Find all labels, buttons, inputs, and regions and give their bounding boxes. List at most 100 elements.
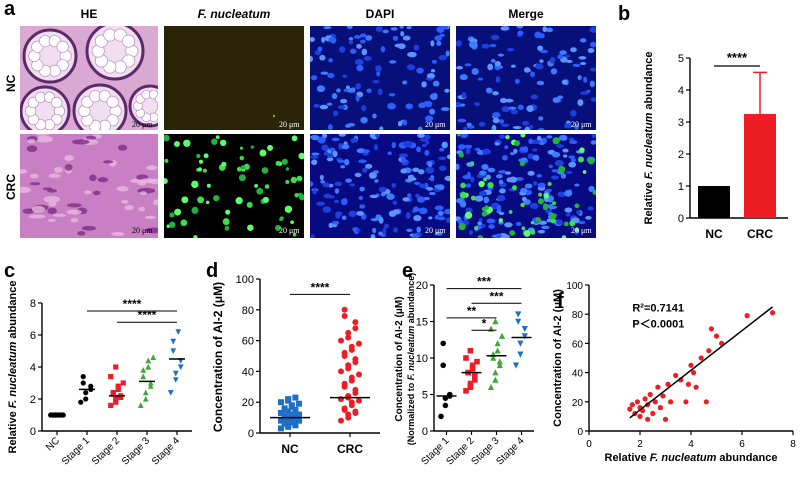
fn-signal: [174, 208, 182, 216]
data-point: [348, 374, 355, 381]
data-point: [706, 348, 712, 354]
panel-label: d: [206, 260, 218, 282]
nucleus: [361, 48, 368, 56]
nucleus: [478, 121, 486, 127]
y-tick-label: 8: [30, 298, 36, 310]
fn-signal: [587, 157, 595, 165]
nucleus: [356, 64, 364, 72]
x-tick-label: NC: [281, 442, 299, 456]
nucleus: [345, 178, 352, 183]
fn-signal: [197, 196, 205, 204]
nucleus: [519, 146, 526, 152]
nucleus: [341, 215, 347, 220]
nucleus: [530, 94, 538, 100]
y-tick-label: 10: [416, 353, 428, 365]
column-header-dapi: DAPI: [365, 7, 395, 21]
nucleus: [513, 148, 518, 154]
nucleus: [559, 50, 567, 55]
nucleus: [343, 158, 350, 166]
panel-label: f: [557, 290, 564, 312]
fn-signal: [574, 228, 579, 232]
nucleus: [413, 44, 420, 51]
fn-signal: [203, 153, 209, 159]
nucleus: [362, 167, 368, 173]
data-point: [494, 347, 501, 354]
fn-signal: [563, 221, 569, 227]
nucleus: [346, 26, 353, 29]
nucleus: [310, 234, 315, 238]
tissue-fiber: [145, 215, 157, 220]
fn-signal: [205, 200, 210, 205]
y-tick-label: 100: [236, 274, 254, 286]
fn-signal: [552, 201, 556, 206]
data-point: [637, 413, 643, 419]
y-tick-label: 0: [577, 427, 583, 438]
nucleus: [358, 195, 364, 201]
data-point: [108, 374, 114, 380]
x-tick-label: 2: [637, 439, 643, 450]
fn-signal: [261, 167, 269, 174]
nucleus: [328, 37, 337, 43]
nucleus: [359, 186, 365, 192]
nucleus: [477, 77, 483, 81]
fn-signal: [579, 147, 585, 153]
nucleus: [528, 125, 534, 130]
nucleus: [497, 194, 506, 202]
nucleus: [456, 197, 465, 204]
nucleus: [390, 27, 398, 31]
tissue-fiber: [111, 231, 125, 237]
nucleus: [517, 104, 524, 110]
nucleus: [310, 37, 315, 43]
nucleus: [524, 183, 533, 189]
sig-stars: ***: [477, 275, 491, 289]
nucleus: [524, 126, 531, 130]
data-point: [693, 384, 699, 390]
fn-signal: [238, 174, 246, 182]
nucleus: [500, 26, 510, 31]
nucleus: [400, 156, 406, 163]
tissue-fiber: [77, 231, 86, 236]
nucleus: [498, 134, 506, 139]
fn-signal: [202, 168, 207, 173]
fn-signal: [221, 161, 227, 167]
nucleus: [585, 215, 592, 220]
nucleus: [378, 217, 384, 224]
fn-signal: [514, 140, 520, 147]
nucleus: [458, 144, 466, 150]
nucleus: [394, 43, 404, 48]
data-point: [78, 399, 84, 405]
tile-merge-crc: [456, 134, 596, 238]
fn-signal: [198, 159, 204, 164]
nucleus: [574, 183, 580, 187]
nucleus: [349, 48, 357, 54]
data-point: [665, 381, 671, 387]
tissue-fiber: [146, 165, 158, 171]
nucleus: [564, 189, 573, 197]
data-point: [352, 319, 359, 326]
data-point: [285, 396, 292, 403]
data-point: [80, 374, 86, 380]
data-point: [688, 362, 694, 368]
nucleus: [589, 80, 596, 88]
x-tick-label: 6: [739, 439, 745, 450]
nucleus: [426, 73, 436, 79]
data-point: [703, 399, 709, 405]
data-point: [115, 386, 121, 392]
nucleus: [557, 191, 567, 197]
nucleus: [323, 193, 332, 199]
nucleus: [574, 123, 579, 130]
data-point: [647, 391, 653, 398]
tissue-fiber: [120, 199, 129, 204]
data-point: [673, 372, 679, 379]
nucleus: [402, 197, 410, 202]
data-point: [352, 386, 359, 393]
nucleus: [443, 208, 450, 215]
tissue-fiber: [47, 218, 56, 222]
y-tick-label: 2: [678, 149, 684, 161]
nucleus: [554, 159, 564, 167]
nucleus: [492, 117, 500, 124]
fn-signal: [519, 161, 525, 167]
y-tick-label: 20: [572, 398, 584, 409]
data-point: [345, 411, 352, 418]
data-point: [469, 366, 476, 372]
